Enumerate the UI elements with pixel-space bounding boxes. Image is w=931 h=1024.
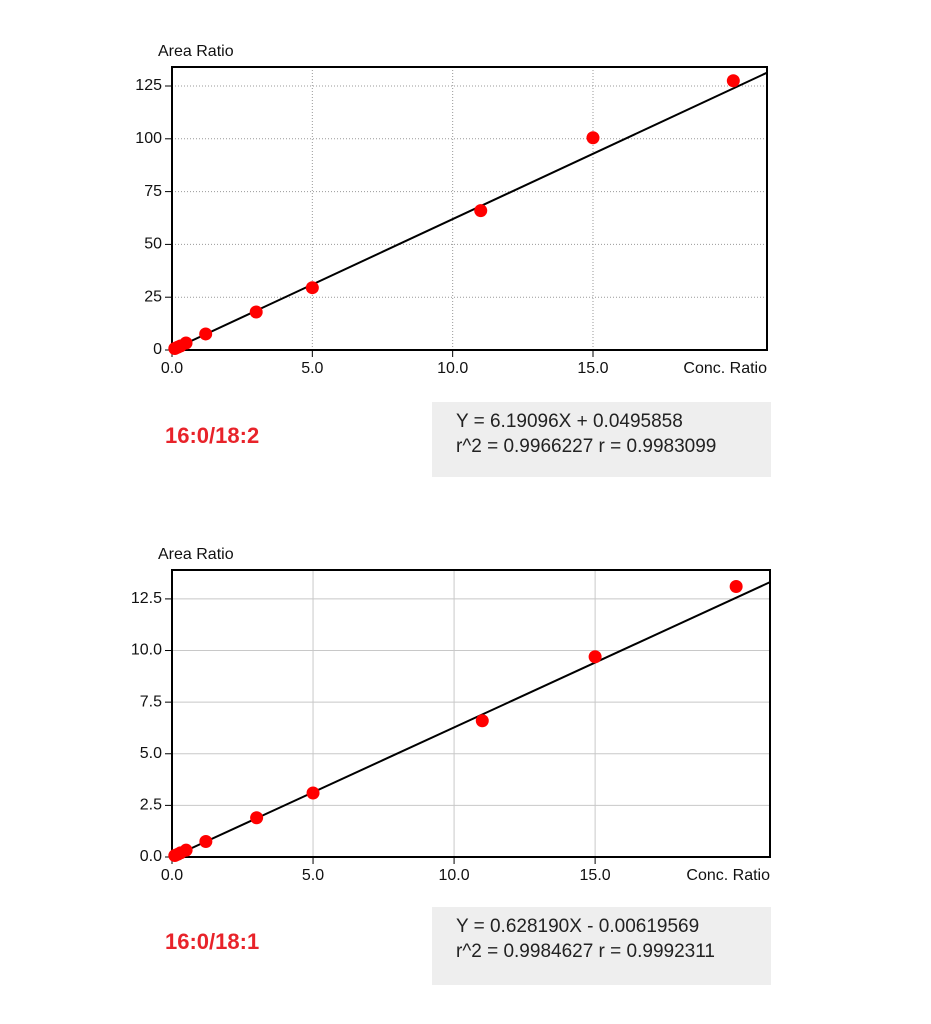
- data-point: [586, 131, 600, 145]
- plot-frame: [171, 66, 768, 351]
- fit-line: [171, 581, 771, 859]
- data-point: [199, 327, 213, 341]
- equation: Y = 6.19096X + 0.0495858: [456, 411, 683, 432]
- x-tick-label: 0.0: [161, 360, 183, 377]
- y-tick-label: 7.5: [140, 693, 162, 710]
- equation-box: [432, 402, 771, 477]
- x-tick-label: 5.0: [302, 867, 324, 884]
- data-point: [474, 204, 488, 218]
- fit-stats: r^2 = 0.9966227 r = 0.9983099: [456, 436, 716, 457]
- fit-stats: r^2 = 0.9984627 r = 0.9992311: [456, 941, 715, 962]
- series-name: 16:0/18:1: [165, 929, 259, 954]
- x-tick-label: 10.0: [439, 867, 470, 884]
- y-tick-label: 25: [144, 288, 162, 305]
- data-point: [179, 336, 193, 350]
- y-tick-label: 0: [153, 341, 162, 358]
- data-point: [305, 281, 319, 295]
- series-name: 16:0/18:2: [165, 423, 259, 448]
- y-tick-label: 100: [135, 130, 162, 147]
- x-tick-label: 10.0: [437, 360, 468, 377]
- data-point: [306, 786, 320, 800]
- data-point: [588, 650, 602, 664]
- plot-frame: [171, 569, 771, 858]
- data-point: [726, 74, 740, 88]
- x-tick-label: 0.0: [161, 867, 183, 884]
- x-tick-label: 5.0: [301, 360, 323, 377]
- equation: Y = 0.628190X - 0.00619569: [456, 916, 699, 937]
- y-tick-label: 12.5: [131, 590, 162, 607]
- y-axis-label: Area Ratio: [158, 43, 234, 60]
- data-point: [475, 714, 489, 728]
- x-tick-label: 15.0: [577, 360, 608, 377]
- data-point: [729, 580, 743, 594]
- y-tick-label: 50: [144, 236, 162, 253]
- x-axis-label: Conc. Ratio: [686, 867, 770, 884]
- y-tick-label: 125: [135, 77, 162, 94]
- y-tick-label: 5.0: [140, 745, 162, 762]
- y-axis-label: Area Ratio: [158, 546, 234, 563]
- equation-box: [432, 907, 771, 985]
- y-tick-label: 75: [144, 183, 162, 200]
- y-tick-label: 10.0: [131, 642, 162, 659]
- y-tick-label: 0.0: [140, 848, 162, 865]
- data-point: [179, 843, 193, 857]
- y-tick-label: 2.5: [140, 797, 162, 814]
- data-point: [199, 835, 213, 849]
- x-axis-label: Conc. Ratio: [683, 360, 767, 377]
- data-point: [249, 305, 263, 319]
- fit-line: [171, 71, 768, 351]
- x-tick-label: 15.0: [580, 867, 611, 884]
- data-point: [250, 811, 264, 825]
